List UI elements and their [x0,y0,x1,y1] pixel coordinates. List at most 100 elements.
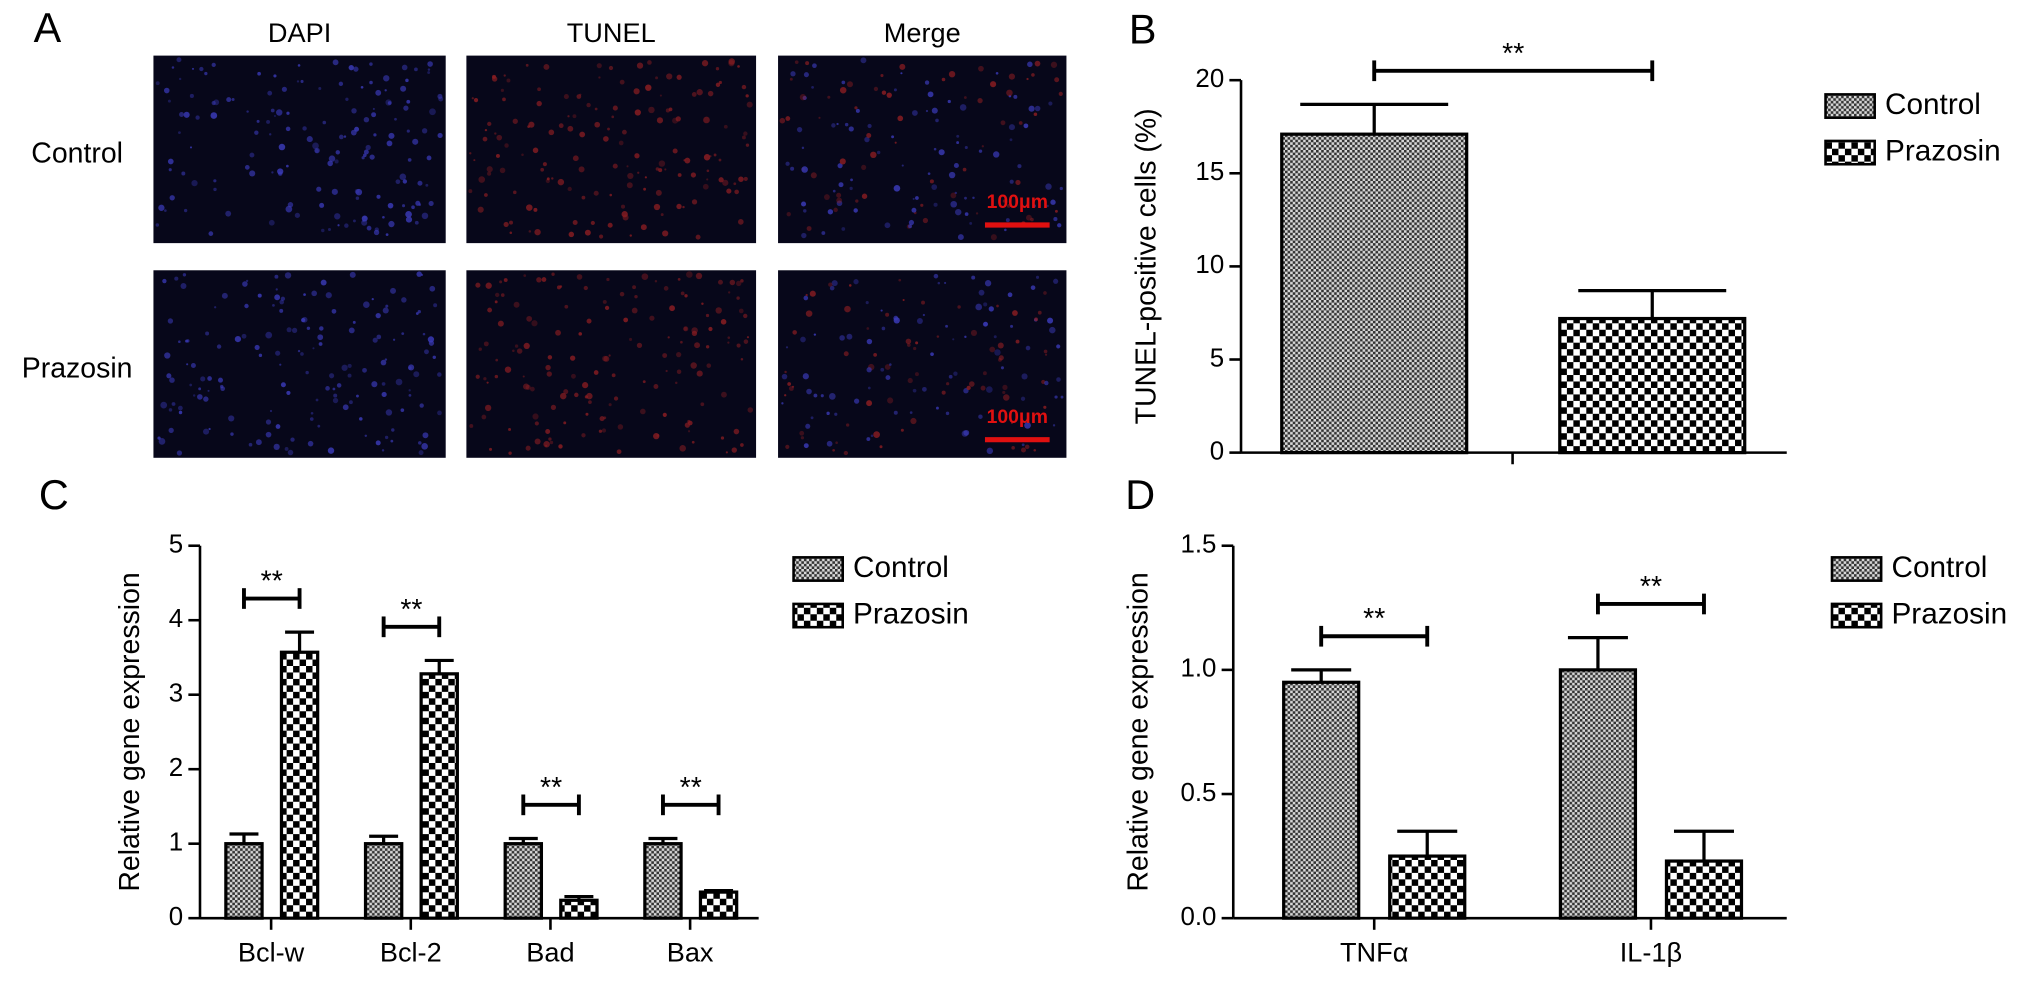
cell-signal [371,381,378,388]
cell-signal [927,172,931,175]
cell-signal [1007,292,1013,298]
cell-signal [366,225,372,231]
cell-signal [853,279,859,285]
cell-signal [1059,186,1063,191]
cell-signal [611,115,615,119]
cell-signal [347,363,352,368]
cell-signal [925,109,929,113]
cell-signal [676,203,682,210]
cell-signal [581,195,586,200]
cell-signal [563,421,567,425]
cell-signal [794,60,799,65]
cell-signal [344,223,349,228]
cell-signal [796,127,803,133]
cell-signal [826,440,833,447]
cell-signal [277,168,284,175]
cell-signal [513,301,520,308]
cell-signal [726,188,732,194]
legend-swatch [792,602,845,629]
cell-signal [220,384,224,389]
cell-signal [964,196,967,200]
cell-signal [737,219,744,225]
cell-signal [286,164,289,168]
cell-signal [707,90,714,97]
cell-signal [703,154,711,161]
y-tick-label: 5 [169,531,183,559]
cell-signal [286,327,292,333]
cell-signal [279,299,285,305]
cell-signal [656,433,660,437]
cell-signal [1025,214,1032,221]
cell-signal [728,291,731,294]
cell-signal [676,74,682,80]
cell-signal [1044,380,1049,386]
cell-signal [1045,183,1052,190]
cell-signal [484,128,488,132]
cell-signal [320,279,327,286]
cell-signal [620,204,626,209]
cell-signal [363,301,370,309]
cell-signal [563,94,569,100]
significance-label: ** [1502,38,1524,70]
cell-signal [873,353,877,357]
cell-signal [897,115,904,122]
cell-signal [655,189,662,196]
cell-signal [598,429,603,433]
cell-signal [737,65,740,68]
cell-signal [226,97,232,103]
y-tick-label: 0.0 [1180,903,1216,931]
cell-signal [818,116,821,119]
cell-signal [205,331,210,336]
cell-signal [336,383,342,388]
cell-signal [1054,209,1058,213]
cell-signal [285,126,291,132]
cell-signal [306,136,313,143]
cell-signal [981,145,984,148]
cell-signal [477,206,484,213]
cell-signal [908,224,913,229]
cell-signal [275,288,278,291]
cell-signal [619,79,625,85]
cell-signal [319,202,325,208]
cell-signal [806,388,812,395]
cell-signal [167,99,171,103]
cell-signal [1043,349,1048,354]
cell-signal [559,285,563,288]
cell-signal [522,375,525,378]
cell-signal [933,273,939,279]
cell-signal [740,279,744,283]
cell-signal [684,157,691,164]
cell-signal [203,428,210,435]
cell-signal [791,385,795,388]
cell-signal [164,352,171,359]
cell-signal [935,406,939,410]
cell-signal [836,200,843,207]
cell-signal [341,364,348,371]
cell-signal [271,171,274,174]
cell-signal [933,202,938,207]
cell-signal [838,182,844,188]
cell-signal [392,338,396,341]
cell-signal [534,421,539,426]
column-label: TUNEL [567,17,656,48]
cell-signal [254,344,260,350]
cell-signal [998,357,1002,362]
cell-signal [799,94,807,101]
cell-signal [373,229,380,236]
cell-signal [901,164,904,167]
cell-signal [927,91,934,98]
cell-signal [677,173,682,177]
cell-signal [626,165,629,168]
micrograph [466,55,757,244]
cell-signal [741,84,747,90]
cell-signal [941,77,946,82]
cell-signal [418,441,422,445]
cell-signal [225,210,232,217]
cell-signal [309,417,314,421]
cell-signal [676,369,682,375]
cell-signal [1060,395,1064,399]
cell-signal [948,374,953,379]
cell-signal [280,382,286,388]
y-tick-label: 1.5 [1180,531,1216,559]
